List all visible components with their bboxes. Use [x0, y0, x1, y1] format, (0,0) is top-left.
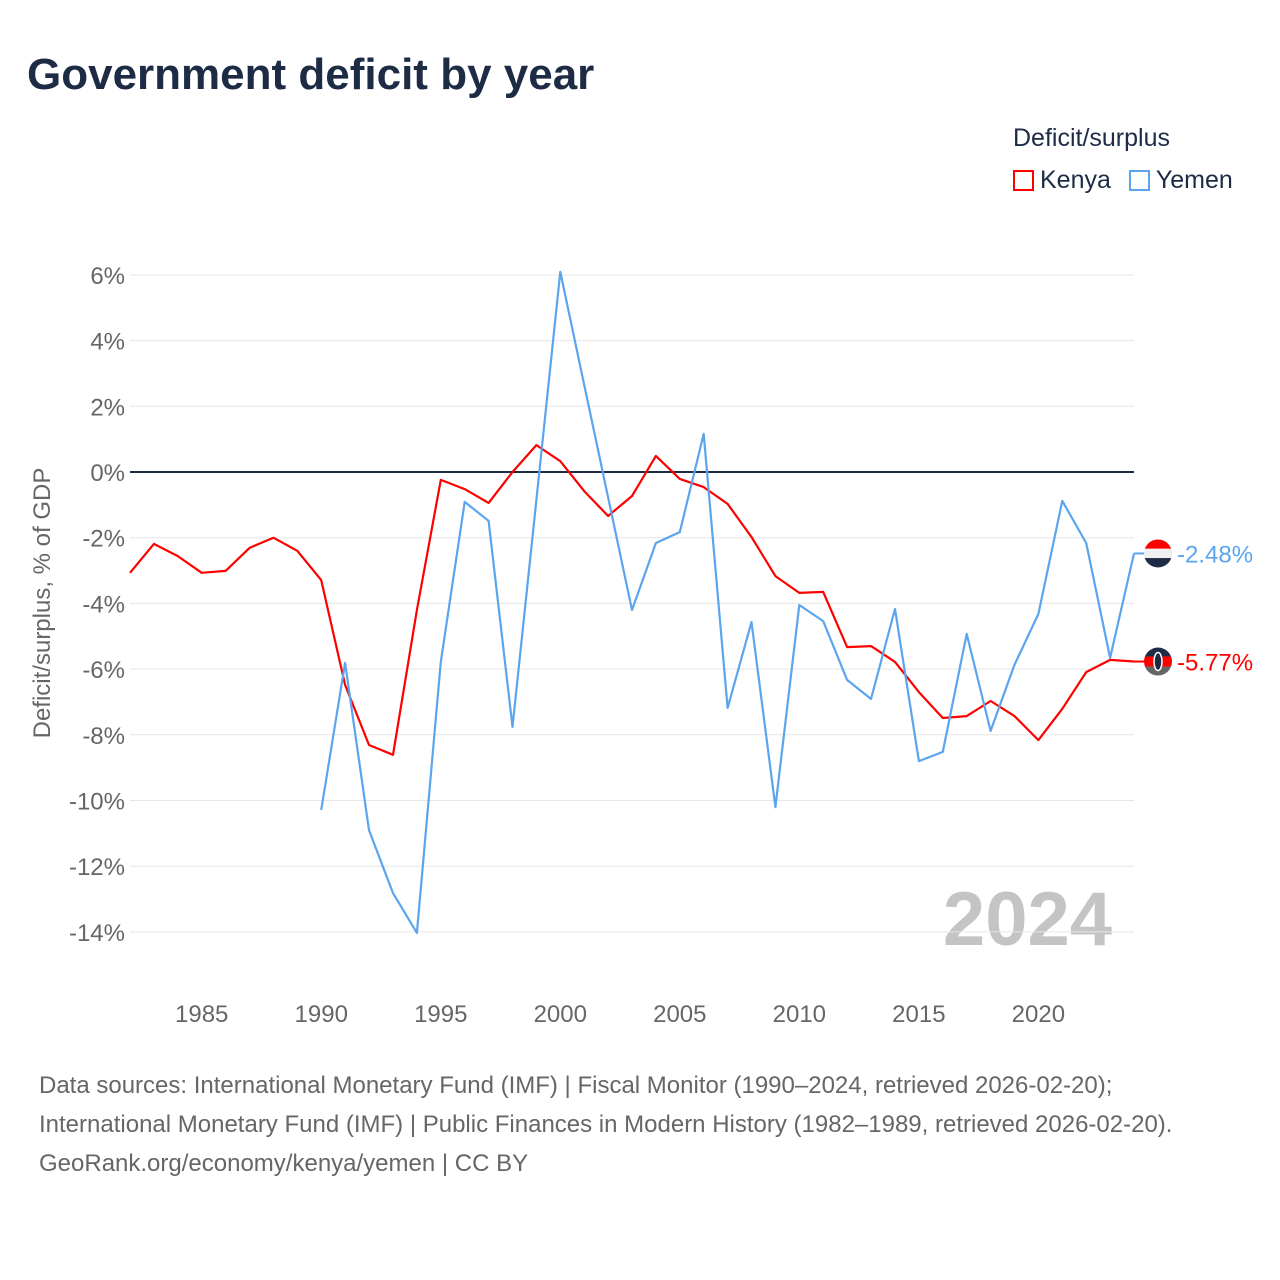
x-tick-label: 2000: [534, 1001, 587, 1028]
y-tick-label: -4%: [82, 591, 125, 618]
end-label-kenya: -5.77%: [1177, 650, 1253, 677]
legend-swatch-kenya: [1013, 170, 1034, 191]
x-tick-label: 1985: [175, 1001, 228, 1028]
legend-label-yemen: Yemen: [1155, 166, 1233, 194]
data-sources: Data sources: International Monetary Fun…: [39, 1072, 1173, 1138]
y-tick-label: 4%: [90, 329, 125, 356]
yemen-flag-icon: [1144, 548, 1172, 559]
series-line-kenya: [129, 444, 1135, 756]
legend: Kenya Yemen: [1013, 166, 1233, 195]
x-tick-label: 2015: [892, 1001, 945, 1028]
credit-link[interactable]: GeoRank.org/economy/kenya/yemen | CC BY: [39, 1150, 529, 1177]
footer: Data sources: International Monetary Fun…: [39, 1066, 1249, 1183]
y-tick-label: -6%: [82, 657, 125, 684]
x-tick-label: 2005: [653, 1001, 706, 1028]
y-tick-label: 0%: [90, 460, 125, 487]
yemen-flag-icon: [1144, 539, 1172, 549]
legend-swatch-yemen: [1128, 170, 1150, 191]
y-tick-label: -12%: [69, 854, 125, 881]
x-tick-label: 1990: [295, 1001, 348, 1028]
y-tick-label: -10%: [69, 789, 125, 816]
y-tick-label: -14%: [69, 920, 125, 947]
legend-item-yemen[interactable]: Yemen: [1128, 166, 1233, 195]
y-tick-label: -2%: [82, 526, 125, 553]
y-tick-label: 6%: [90, 263, 125, 290]
y-tick-label: 2%: [90, 394, 125, 421]
x-tick-label: 2020: [1012, 1001, 1065, 1028]
legend-title: Deficit/surplus: [1013, 124, 1170, 152]
legend-label-kenya: Kenya: [1040, 166, 1111, 194]
end-label-yemen: -2.48%: [1177, 541, 1253, 568]
yemen-flag-icon: [1144, 558, 1172, 568]
y-tick-label: -8%: [82, 723, 125, 750]
x-tick-label: 1995: [414, 1001, 467, 1028]
year-watermark: 2024: [943, 877, 1112, 962]
series-line-yemen: [320, 270, 1136, 935]
legend-item-kenya[interactable]: Kenya: [1013, 166, 1111, 195]
y-axis-label: Deficit/surplus, % of GDP: [29, 468, 56, 739]
chart-title: Government deficit by year: [27, 50, 595, 99]
kenya-flag-icon: [1153, 651, 1163, 672]
x-tick-label: 2010: [773, 1001, 826, 1028]
